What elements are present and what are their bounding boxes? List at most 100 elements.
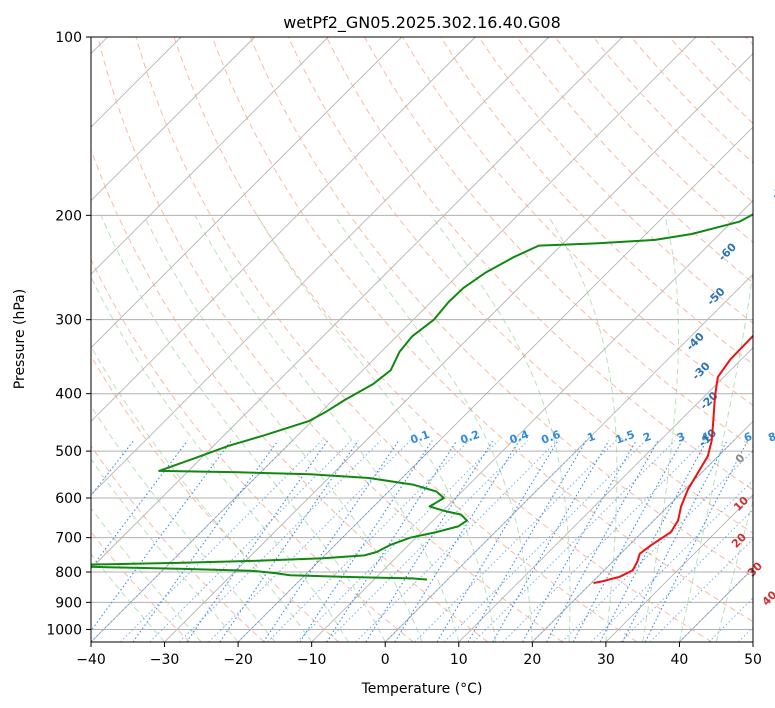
dry-adiabat [630,37,753,164]
y-axis: 100 200 300 400 500 600 700 800 900 1000 [46,30,91,638]
mixing-ratio-labels: 0.10.20.40.611.52346810131620253036 [409,428,775,447]
mixing-ratio-label: 0.1 [409,428,432,447]
mixing-ratio-line [299,440,433,642]
profile-lines [91,213,753,584]
dry-adiabat [91,258,414,642]
dry-adiabat [91,445,265,642]
isotherm-line [91,37,403,349]
mixing-ratio-line [91,440,232,632]
moist-adiabat [333,215,533,642]
mixing-ratio-line [522,440,637,642]
y-tick-label: 800 [55,565,82,581]
mixing-ratio-line [467,440,587,642]
x-tick-label: 20 [523,652,541,668]
mixing-ratio-line [531,440,735,642]
isotherm-label: -70 [769,178,775,201]
dry-adiabat [326,37,753,491]
mixing-ratio-line [267,440,470,642]
mixing-ratio-line [473,440,676,642]
mixing-ratio-label: 0.4 [508,428,531,447]
mixing-ratio-label: 1 [585,430,597,445]
moist-adiabat [91,405,276,642]
moist-adiabat [642,215,679,642]
y-tick-label: 600 [55,491,82,507]
x-axis: −40 −30 −20 −10 0 10 20 30 40 50 [76,642,762,668]
isotherm-line [532,420,753,642]
mixing-ratio-line [644,440,749,642]
dry-adiabat [402,37,753,407]
y-tick-label: 100 [55,30,82,46]
y-tick-label: 400 [55,387,82,403]
mixing-ratio-line [414,440,617,642]
isotherm-line [91,37,329,275]
x-tick-label: 30 [597,652,615,668]
dry-adiabat [249,37,753,578]
x-tick-label: −20 [223,652,253,668]
mixing-ratio-line [394,440,520,642]
mixing-ratio-label: 3 [675,430,687,445]
moist-adiabat [547,215,618,642]
isotherm-line [91,37,550,496]
y-tick-label: 300 [55,313,82,329]
background-lines [91,37,753,642]
mixing-ratio-line [492,440,610,642]
moist-adiabat [91,345,313,642]
moist-adiabat [100,215,386,642]
moist-adiabat [91,458,239,642]
y-tick-label: 700 [55,531,82,547]
mixing-ratio-line [622,440,728,642]
x-axis-label: Temperature (°C) [361,681,483,697]
isotherm-line [384,273,753,642]
dry-adiabat [97,37,563,642]
mixing-ratio-label: 4 [699,430,711,445]
dry-adiabat [287,37,753,534]
mixing-ratio-line [436,440,559,642]
isotherm-line [605,494,753,642]
moist-adiabat [430,215,571,642]
isotherm-line [91,37,255,202]
mixing-ratio-line [599,440,708,642]
mixing-ratio-label: 0.2 [459,428,482,447]
mixing-ratio-label: 2 [641,430,653,445]
temperature-profile [593,334,753,584]
mixing-ratio-label: 0.6 [539,428,562,447]
x-tick-label: −40 [76,652,106,668]
mixing-ratio-label: 6 [742,430,754,445]
x-tick-label: −30 [150,652,180,668]
x-tick-label: −10 [297,652,327,668]
mixing-ratio-line [443,440,646,642]
mixing-ratio-label: 1.5 [614,428,637,447]
mixing-ratio-line [91,440,293,642]
dry-adiabat [478,37,753,324]
x-tick-label: 40 [671,652,689,668]
mixing-ratio-line [502,440,705,642]
dry-adiabat [592,37,753,204]
y-tick-label: 200 [55,208,82,224]
mixing-ratio-line [561,450,753,642]
y-axis-label: Pressure (hPa) [12,289,28,389]
dry-adiabat [211,37,753,623]
mixing-ratio-line [237,440,440,642]
dry-adiabat [364,37,753,449]
isotherm-line [458,347,753,642]
dewpoint-profile [91,213,753,581]
y-tick-label: 1000 [46,622,82,638]
plot-area [91,37,753,642]
mixing-ratio-line [326,440,529,642]
dry-adiabat [135,37,638,642]
mixing-ratio-line [219,440,359,642]
y-tick-label: 900 [55,595,82,611]
mixing-ratio-line [263,440,400,642]
x-tick-label: 0 [381,652,390,668]
moist-adiabat [143,215,423,642]
dry-adiabat [173,37,713,642]
isotherm-line [164,52,753,642]
isotherm-line [91,37,476,422]
mixing-ratio-line [132,440,279,642]
x-tick-label: 50 [744,652,762,668]
moist-adiabat [678,267,753,642]
mixing-ratio-line [296,440,499,642]
isotherm-line [91,37,623,570]
plot-frame [90,36,754,643]
x-tick-label: 10 [450,652,468,668]
